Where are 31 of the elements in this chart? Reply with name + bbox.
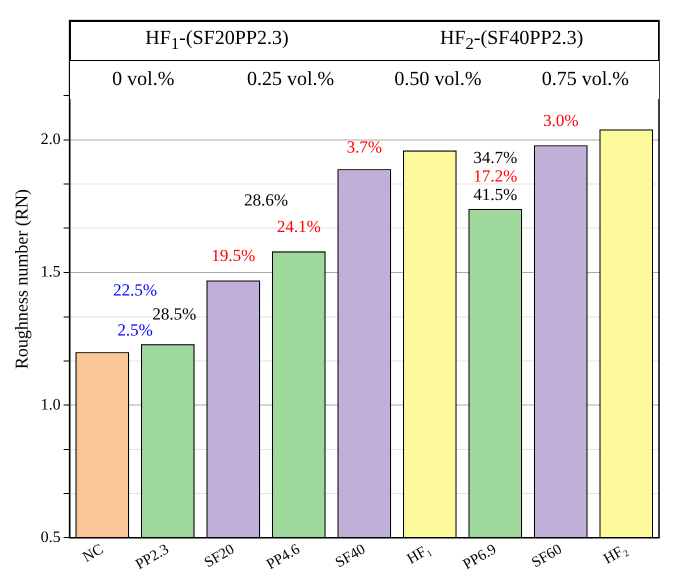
y-tick-label: 2.0 xyxy=(40,131,61,148)
y-tick-label: 0.5 xyxy=(40,528,61,546)
x-tick-label: PP6.9 xyxy=(460,542,500,574)
x-tick-label: SF60 xyxy=(529,542,565,572)
annotation: 3.0% xyxy=(543,110,578,130)
y-axis-title: Roughness number (RN) xyxy=(12,189,32,370)
x-tick-label: PP2.3 xyxy=(133,542,172,574)
annotation: 0.50 vol.% xyxy=(393,68,483,92)
annotation: 0 vol.% xyxy=(111,68,176,92)
annotation: 28.5% xyxy=(152,304,196,324)
annotation: 2.5% xyxy=(117,320,153,340)
annotation: 17.2% xyxy=(473,166,518,186)
annotation: HF$_{1}$-(SF20PP2.3) xyxy=(144,27,290,54)
x-tick-label: HF₁ xyxy=(404,542,434,568)
annotation: 0.25 vol.% xyxy=(246,68,336,92)
x-tick-label: PP4.6 xyxy=(264,541,304,574)
annotation: 3.7% xyxy=(346,137,382,156)
annotation: 41.5% xyxy=(473,185,518,204)
y-tick-label: 1.0 xyxy=(40,396,61,414)
x-tick-label: SF20 xyxy=(202,542,238,572)
annotation: 0.75 vol.% xyxy=(540,68,630,92)
y-tick-label: 1.5 xyxy=(40,264,61,281)
annotation: 22.5% xyxy=(113,280,158,300)
x-tick-label: HF₂ xyxy=(601,542,630,568)
x-tick-label: SF40 xyxy=(332,542,368,572)
annotation: 24.1% xyxy=(276,216,321,236)
annotation: 28.6% xyxy=(244,190,288,210)
annotation: HF$_{2}$-(SF40PP2.3) xyxy=(438,27,584,54)
x-tick-label: NC xyxy=(80,542,106,566)
annotation: 19.5% xyxy=(211,246,256,266)
annotation: 34.7% xyxy=(473,148,518,167)
